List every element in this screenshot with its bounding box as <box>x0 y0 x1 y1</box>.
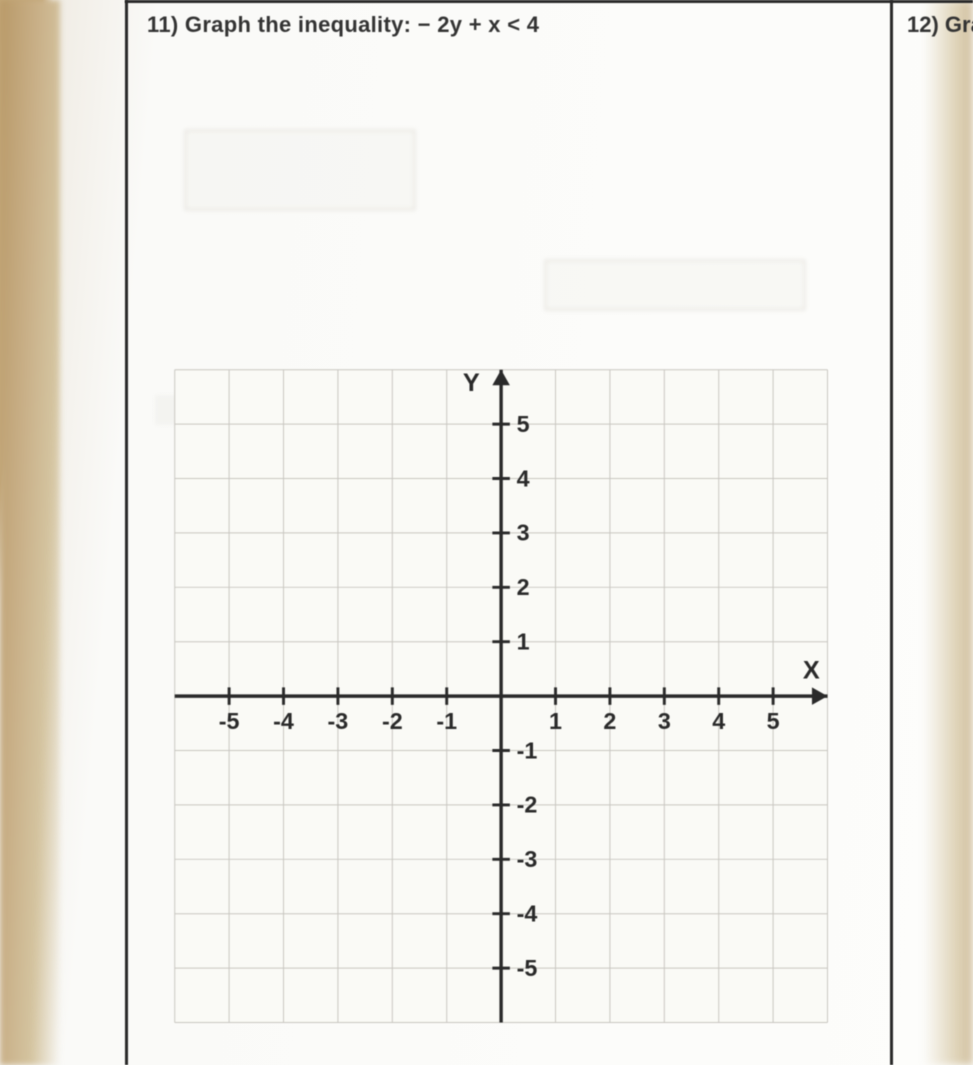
coordinate-grid: -5 -4 -3 -2 -1 1 2 3 4 5 -5 -4 -3 -2 -1 1 2 3 4 5 Y X <box>145 360 865 1040</box>
svg-text:-1: -1 <box>436 708 457 734</box>
svg-text:4: 4 <box>712 708 725 734</box>
svg-text:1: 1 <box>517 628 530 654</box>
svg-text:2: 2 <box>603 708 616 734</box>
question-number: 11) <box>147 12 178 37</box>
svg-text:2: 2 <box>517 574 530 600</box>
svg-text:X: X <box>803 657 820 685</box>
bleed-mark <box>185 130 415 210</box>
svg-text:5: 5 <box>767 708 780 734</box>
svg-text:4: 4 <box>517 465 530 491</box>
question-prompt: Graph the inequality: <box>185 12 411 37</box>
cell-right-border <box>890 0 893 1065</box>
question-11-text: 11) Graph the inequality: − 2y + x < 4 <box>147 12 539 38</box>
svg-text:5: 5 <box>517 411 530 437</box>
svg-text:3: 3 <box>658 708 671 734</box>
cell-left-border <box>125 0 128 1065</box>
svg-text:-5: -5 <box>517 955 538 981</box>
worksheet-area: 11) Graph the inequality: − 2y + x < 4 1… <box>105 0 973 1065</box>
svg-text:1: 1 <box>549 708 562 734</box>
svg-text:-2: -2 <box>382 708 403 734</box>
svg-text:-5: -5 <box>219 708 240 734</box>
grid-svg: -5 -4 -3 -2 -1 1 2 3 4 5 -5 -4 -3 -2 -1 1 2 3 4 5 Y X <box>145 360 865 1040</box>
table-top-border <box>125 0 973 3</box>
question-12-partial: 12) Gra <box>907 12 973 38</box>
svg-text:-4: -4 <box>273 708 294 734</box>
svg-text:-1: -1 <box>517 737 538 763</box>
question-expression: − 2y + x < 4 <box>418 12 540 37</box>
svg-text:-2: -2 <box>517 792 538 818</box>
svg-text:-3: -3 <box>328 708 349 734</box>
page-curl-shadow <box>0 0 60 1065</box>
svg-text:-3: -3 <box>517 846 538 872</box>
svg-text:-4: -4 <box>517 900 538 926</box>
bleed-mark <box>545 260 805 310</box>
svg-text:Y: Y <box>463 369 480 397</box>
svg-text:3: 3 <box>517 520 530 546</box>
